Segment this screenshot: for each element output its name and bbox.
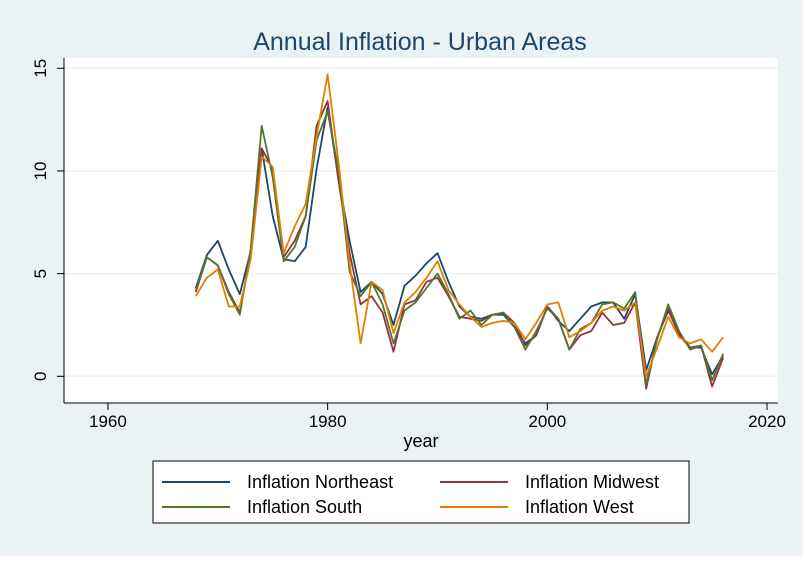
x-tick-label: 1960 — [89, 412, 127, 431]
series-line-3 — [194, 110, 724, 386]
legend: Inflation Northeast Inflation Midwest Infl… — [162, 472, 659, 517]
y-tick-label: 15 — [31, 59, 50, 78]
legend-label: Inflation South — [247, 497, 362, 517]
legend-label: Inflation Midwest — [525, 472, 659, 492]
x-axis-ticks: 1960 1980 2000 2020 — [89, 403, 786, 431]
y-tick-label: 10 — [31, 161, 50, 180]
series-line-4 — [195, 73, 724, 378]
y-tick-label: 0 — [31, 372, 50, 381]
series-lines — [194, 73, 724, 390]
legend-label: Inflation West — [525, 497, 634, 517]
legend-label: Inflation Northeast — [247, 472, 393, 492]
x-tick-label: 2000 — [528, 412, 566, 431]
y-tick-label: 5 — [31, 269, 50, 278]
x-tick-label: 2020 — [748, 412, 786, 431]
plot-area — [64, 58, 778, 403]
x-axis-label: year — [403, 431, 438, 451]
x-tick-label: 1980 — [309, 412, 347, 431]
y-axis-ticks: 0 5 10 15 — [31, 59, 64, 381]
legend-box — [152, 460, 690, 524]
gridlines — [64, 67, 778, 378]
chart-title: Annual Inflation - Urban Areas — [253, 28, 587, 56]
